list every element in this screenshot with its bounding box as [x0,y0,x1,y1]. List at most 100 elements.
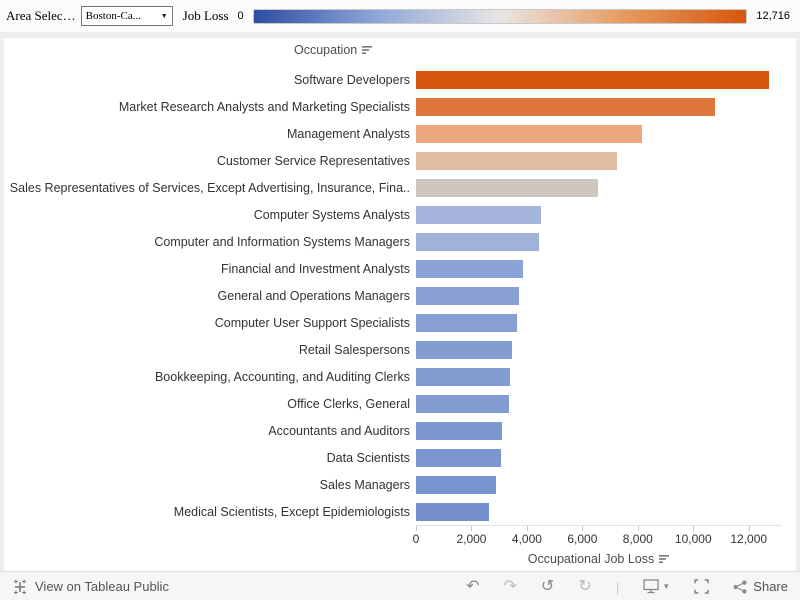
view-on-tableau-link[interactable]: View on Tableau Public [35,579,169,594]
occupation-label[interactable]: Computer and Information Systems Manager… [154,234,410,249]
chart-row: Data Scientists [4,444,796,471]
share-label: Share [753,579,788,594]
bar-area [416,232,782,251]
occupation-label[interactable]: Software Developers [293,72,410,87]
reset-icon[interactable]: ↺ [540,577,555,595]
refresh-icon[interactable]: ↻ [578,577,592,595]
chart-row: Financial and Investment Analysts [4,255,796,282]
share-button[interactable]: Share [733,579,788,594]
footer-left: View on Tableau Public [12,579,169,595]
chart-row: Accountants and Auditors [4,417,796,444]
job-loss-bar[interactable] [416,232,540,251]
x-axis-row: 0 2,000 4,000 6,000 8,000 10,000 12,000 [4,525,796,547]
occupation-label[interactable]: Retail Salespersons [298,342,410,357]
fullscreen-icon[interactable] [694,579,710,594]
toolbar-separator: | [615,578,620,595]
job-loss-bar[interactable] [416,502,490,521]
bar-area [416,178,782,197]
legend-gradient [252,8,748,24]
occupation-label[interactable]: Medical Scientists, Except Epidemiologis… [173,504,410,519]
job-loss-bar[interactable] [416,340,512,359]
occupation-label[interactable]: Management Analysts [287,126,410,141]
job-loss-bar[interactable] [416,259,523,278]
x-tick-mark [471,526,473,531]
x-tick-label: 2,000 [456,532,487,546]
x-axis-title: Occupational Job Loss [527,552,655,566]
x-tick-label: 6,000 [567,532,598,546]
redo-icon[interactable]: ↷ [503,577,517,595]
job-loss-bar[interactable] [416,475,497,494]
bar-area [416,448,782,467]
job-loss-bar[interactable] [416,394,509,413]
job-loss-bar[interactable] [416,70,769,89]
chart-row: Computer Systems Analysts [4,201,796,228]
occupation-label[interactable]: Sales Managers [319,477,410,492]
job-loss-color-legend: Job Loss 0 12,716 [183,8,790,24]
chevron-down-icon: ▼ [160,12,168,20]
column-header-label: Occupation [294,43,358,57]
occupation-label[interactable]: Data Scientists [326,450,410,465]
job-loss-bar[interactable] [416,313,518,332]
top-bar: Area Selec… Boston-Ca... ▼ Job Loss 0 12… [0,0,800,32]
x-tick-mark [693,526,695,531]
undo-icon[interactable]: ↶ [466,577,480,595]
occupation-label[interactable]: Customer Service Representatives [216,153,410,168]
download-caret-icon: ▼ [662,581,671,591]
job-loss-bar[interactable] [416,421,502,440]
occupation-label[interactable]: Sales Representatives of Services, Excep… [9,180,410,195]
share-icon [733,580,747,593]
legend-max-label: 12,716 [756,10,790,22]
bar-area [416,259,782,278]
chart-row: Market Research Analysts and Marketing S… [4,93,796,120]
job-loss-bar[interactable] [416,124,642,143]
area-filter-dropdown[interactable]: Boston-Ca... ▼ [80,6,173,26]
x-tick-label: 10,000 [674,532,712,546]
job-loss-bar[interactable] [416,151,618,170]
chart-row: Retail Salespersons [4,336,796,363]
x-tick-mark [526,526,528,531]
column-header-occupation: Occupation [294,43,373,57]
bar-area [416,97,782,116]
bar-area [416,286,782,305]
occupation-label[interactable]: Financial and Investment Analysts [221,261,410,276]
job-loss-bar[interactable] [416,448,501,467]
x-tick-label: 12,000 [730,532,768,546]
x-axis-title-row: Occupational Job Loss [4,547,796,571]
chart-row: Computer and Information Systems Manager… [4,228,796,255]
job-loss-bar[interactable] [416,178,598,197]
bar-area [416,502,782,521]
x-tick-label: 0 [412,532,420,546]
bar-area [416,421,782,440]
bar-area [416,205,782,224]
bar-area [416,367,782,386]
bar-area [416,394,782,413]
job-loss-bar[interactable] [416,286,519,305]
x-tick-mark [416,526,417,531]
job-loss-bar[interactable] [416,367,511,386]
bar-chart: Occupation Software Developers Market Res… [4,38,796,571]
bar-area [416,124,782,143]
occupation-label[interactable]: Office Clerks, General [287,396,410,411]
x-axis: 0 2,000 4,000 6,000 8,000 10,000 12,000 [412,525,782,547]
occupation-label[interactable]: Computer User Support Specialists [214,315,410,330]
job-loss-bar[interactable] [416,205,541,224]
sort-icon[interactable] [659,554,670,564]
chart-row: Software Developers [4,66,796,93]
occupation-label[interactable]: General and Operations Managers [217,288,410,303]
occupation-label[interactable]: Computer Systems Analysts [253,207,410,222]
occupation-label[interactable]: Accountants and Auditors [268,423,410,438]
sort-icon[interactable] [362,45,373,55]
area-filter-value: Boston-Ca... [85,10,141,22]
footer-toolbar-buttons: ↶ ↷ ↺ ↻ | ▼ [466,577,788,595]
x-tick-mark [637,526,639,531]
occupation-label[interactable]: Market Research Analysts and Marketing S… [118,99,410,114]
bar-area [416,313,782,332]
chart-rows: Software Developers Market Research Analy… [4,66,796,525]
tableau-logo-icon[interactable] [12,579,28,595]
job-loss-bar[interactable] [416,97,716,116]
download-icon[interactable]: ▼ [643,579,670,594]
occupation-label[interactable]: Bookkeeping, Accounting, and Auditing Cl… [154,369,410,384]
legend-min-label: 0 [237,10,244,22]
x-tick-label: 8,000 [622,532,653,546]
